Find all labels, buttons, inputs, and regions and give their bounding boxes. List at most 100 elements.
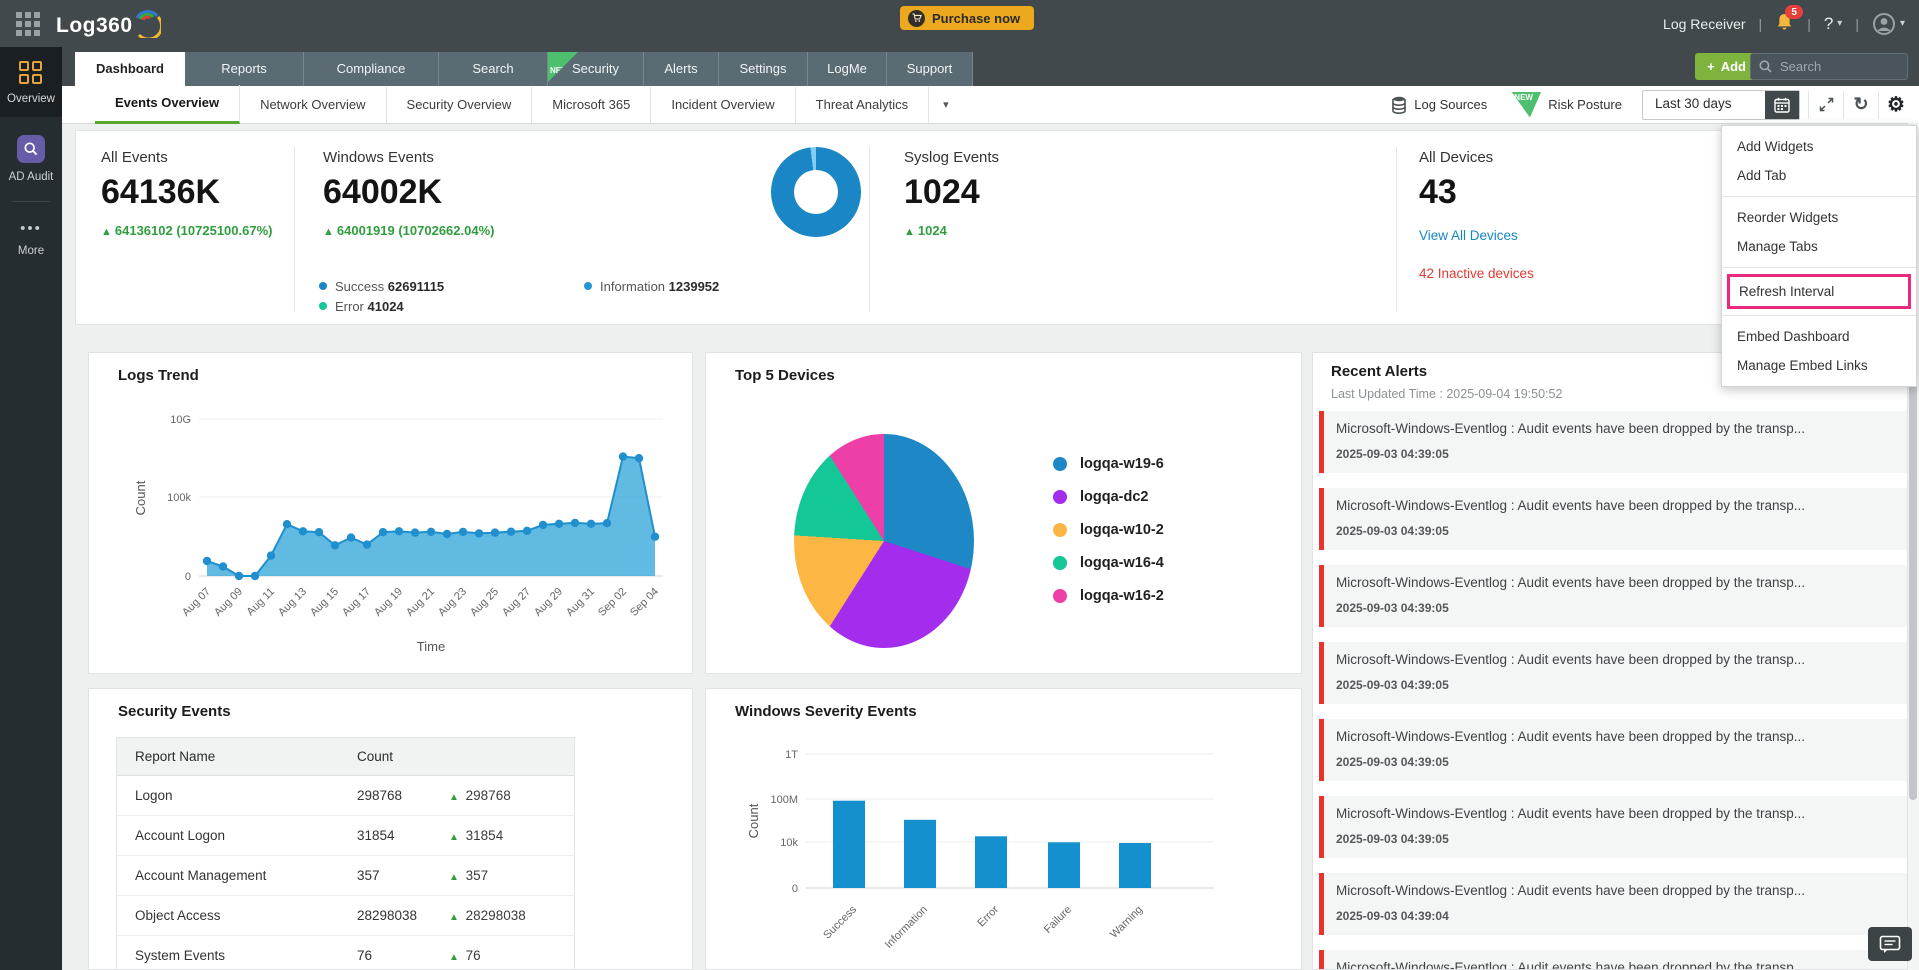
- nav-tab-label: Support: [906, 61, 953, 76]
- refresh-interval-highlight: Refresh Interval: [1727, 274, 1911, 309]
- svg-text:10G: 10G: [170, 414, 191, 426]
- refresh-icon[interactable]: ↻: [1843, 90, 1878, 119]
- table-row[interactable]: Account Logon 31854 ▲ 31854: [117, 816, 574, 856]
- dashboard-subtabs: Events Overview Network Overview Security …: [95, 85, 963, 124]
- notifications-bell-icon[interactable]: 5: [1775, 5, 1804, 35]
- windows-events-donut-chart[interactable]: [771, 147, 861, 237]
- svg-text:Aug 25: Aug 25: [468, 586, 501, 619]
- search-input[interactable]: [1778, 58, 1882, 75]
- alert-item[interactable]: Microsoft-Windows-Eventlog : Audit event…: [1319, 873, 1907, 935]
- sidebar-item-overview[interactable]: Overview: [0, 47, 62, 117]
- subtab-microsoft-365[interactable]: Microsoft 365: [532, 86, 652, 123]
- menu-divider: [1722, 315, 1916, 316]
- nav-tab-label: Compliance: [336, 61, 406, 76]
- table-row[interactable]: Logon 298768 ▲ 298768: [117, 776, 574, 816]
- log-receiver-link[interactable]: Log Receiver: [1663, 15, 1746, 32]
- nav-tab-alerts[interactable]: Alerts: [644, 52, 719, 86]
- nav-tab-logme[interactable]: LogMe: [808, 52, 887, 86]
- table-row[interactable]: Object Access 28298038 ▲ 28298038: [117, 896, 574, 936]
- menu-item-manage-embed-links[interactable]: Manage Embed Links: [1737, 358, 1868, 373]
- menu-item-reorder-widgets[interactable]: Reorder Widgets: [1737, 210, 1839, 225]
- subtab-threat-analytics[interactable]: Threat Analytics: [796, 86, 930, 123]
- legend-item-logqa-dc2[interactable]: logqa-dc2: [1053, 489, 1164, 505]
- menu-item-embed-dashboard[interactable]: Embed Dashboard: [1737, 329, 1850, 344]
- date-range-picker[interactable]: Last 30 days: [1642, 89, 1800, 120]
- notification-badge: 5: [1785, 5, 1804, 19]
- alert-timestamp: 2025-09-03 04:39:05: [1336, 447, 1449, 461]
- menu-item-refresh-interval[interactable]: Refresh Interval: [1739, 284, 1835, 299]
- alerts-last-updated: Last Updated Time : 2025-09-04 19:50:52: [1331, 387, 1563, 401]
- user-menu[interactable]: ▾: [1872, 12, 1905, 36]
- delta-cell: ▲ 76: [449, 948, 481, 963]
- nav-tab-dashboard[interactable]: Dashboard: [75, 52, 185, 86]
- chat-support-button[interactable]: [1868, 927, 1912, 961]
- trend-up-icon: ▲: [323, 226, 334, 238]
- legend-label: logqa-w16-4: [1080, 555, 1164, 571]
- alert-item[interactable]: Microsoft-Windows-Eventlog : Audit event…: [1319, 642, 1907, 704]
- alert-item[interactable]: Microsoft-Windows-Eventlog : Audit event…: [1319, 488, 1907, 550]
- menu-item-add-tab[interactable]: Add Tab: [1737, 168, 1787, 183]
- report-name-cell: Object Access: [135, 908, 221, 923]
- nav-tab-security[interactable]: NEW Security: [548, 52, 644, 86]
- table-row[interactable]: System Events 76 ▲ 76: [117, 936, 574, 969]
- apps-grid-icon[interactable]: [16, 12, 42, 36]
- scrollbar-thumb[interactable]: [1909, 352, 1917, 800]
- trend-up-icon: ▲: [449, 832, 459, 843]
- subtab-network-overview[interactable]: Network Overview: [240, 86, 387, 123]
- add-button[interactable]: + Add: [1695, 53, 1758, 80]
- alert-item[interactable]: Microsoft-Windows-Eventlog : Audit event…: [1319, 719, 1907, 781]
- logo-swoosh-icon: [135, 10, 163, 41]
- table-header-row: Report Name Count: [117, 738, 574, 776]
- menu-item-add-widgets[interactable]: Add Widgets: [1737, 139, 1814, 154]
- legend-item-logqa-w19-6[interactable]: logqa-w19-6: [1053, 456, 1164, 472]
- nav-tab-settings[interactable]: Settings: [719, 52, 808, 86]
- svg-text:Aug 21: Aug 21: [404, 586, 437, 619]
- delta-cell: ▲ 298768: [449, 788, 511, 803]
- alert-item[interactable]: Microsoft-Windows-Eventlog : Audit event…: [1319, 796, 1907, 858]
- risk-posture-button[interactable]: NEW Risk Posture: [1499, 87, 1634, 123]
- windows-severity-chart[interactable]: 1T 100M 10k 0 Success Information Error Failure…: [706, 689, 1302, 970]
- legend-item-logqa-w16-4[interactable]: logqa-w16-4: [1053, 555, 1164, 571]
- count-cell: 76: [357, 948, 373, 963]
- nav-tab-support[interactable]: Support: [887, 52, 973, 86]
- log-sources-button[interactable]: Log Sources: [1379, 87, 1499, 123]
- subtab-events-overview[interactable]: Events Overview: [95, 85, 241, 124]
- subtab-incident-overview[interactable]: Incident Overview: [651, 86, 796, 123]
- search-icon: [1759, 60, 1772, 73]
- settings-gear-icon[interactable]: ⚙: [1878, 90, 1913, 119]
- all-devices-label: All Devices: [1419, 149, 1494, 166]
- sidebar-item-ad-audit[interactable]: AD Audit: [0, 135, 62, 183]
- menu-divider: [1722, 196, 1916, 197]
- svg-text:Sep 02: Sep 02: [596, 586, 629, 619]
- menu-item-manage-tabs[interactable]: Manage Tabs: [1737, 239, 1818, 254]
- subtab-security-overview[interactable]: Security Overview: [387, 86, 533, 123]
- purchase-now-button[interactable]: Purchase now: [900, 6, 1035, 30]
- windows-events-delta: ▲ 64001919 (10702662.04%): [323, 223, 495, 238]
- alert-item[interactable]: Microsoft-Windows-Eventlog : Audit event…: [1319, 565, 1907, 627]
- topbar-right: Log Receiver | 5 | ? ▾ | ▾: [1663, 0, 1905, 47]
- subtabs-more-icon[interactable]: ▾: [943, 99, 949, 111]
- svg-text:Time: Time: [417, 639, 445, 654]
- legend-label: logqa-w16-2: [1080, 588, 1164, 604]
- sidebar-item-more[interactable]: ••• More: [0, 220, 62, 257]
- table-row[interactable]: Account Management 357 ▲ 357: [117, 856, 574, 896]
- help-menu[interactable]: ? ▾: [1824, 14, 1843, 34]
- svg-text:Aug 23: Aug 23: [436, 586, 469, 619]
- legend-item-logqa-w16-2[interactable]: logqa-w16-2: [1053, 588, 1164, 604]
- nav-tab-label: Dashboard: [96, 61, 164, 76]
- nav-tab-reports[interactable]: Reports: [185, 52, 304, 86]
- nav-tab-compliance[interactable]: Compliance: [304, 52, 439, 86]
- svg-text:Aug 19: Aug 19: [372, 586, 405, 619]
- log-sources-label: Log Sources: [1414, 97, 1488, 112]
- legend-item-logqa-w10-2[interactable]: logqa-w10-2: [1053, 522, 1164, 538]
- fullscreen-icon[interactable]: [1808, 90, 1843, 119]
- top5-devices-pie-chart[interactable]: [794, 434, 974, 648]
- nav-tab-search[interactable]: Search: [439, 52, 548, 86]
- alert-item[interactable]: Microsoft-Windows-Eventlog : Audit event…: [1319, 950, 1907, 969]
- alert-item[interactable]: Microsoft-Windows-Eventlog : Audit event…: [1319, 411, 1907, 473]
- view-all-devices-link[interactable]: View All Devices: [1419, 228, 1518, 243]
- svg-text:Sep 04: Sep 04: [628, 586, 661, 619]
- windows-legend-success: Success 62691115: [319, 279, 444, 294]
- nav-tab-label: Reports: [221, 61, 267, 76]
